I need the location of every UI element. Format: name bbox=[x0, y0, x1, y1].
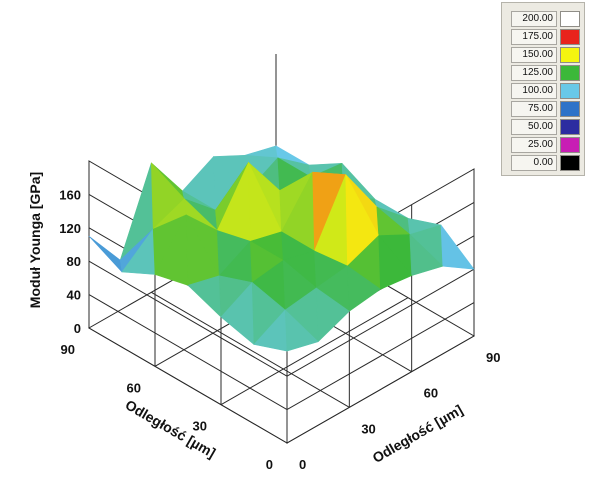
legend-value: 50.00 bbox=[511, 119, 557, 135]
grid-line bbox=[88, 294, 475, 411]
legend-value: 175.00 bbox=[511, 29, 557, 45]
z-tick-label: 160 bbox=[59, 187, 81, 202]
legend-entry: 0.00 bbox=[511, 155, 581, 171]
legend-entry: 75.00 bbox=[511, 101, 581, 117]
z-tick-label: 120 bbox=[59, 221, 81, 236]
surface-facet bbox=[347, 265, 381, 312]
legend-swatch bbox=[560, 101, 580, 117]
legend-swatch bbox=[560, 47, 580, 63]
legend-entry: 175.00 bbox=[511, 29, 581, 45]
legend-value: 100.00 bbox=[511, 83, 557, 99]
legend-entry: 50.00 bbox=[511, 119, 581, 135]
grid-line bbox=[88, 260, 475, 377]
grid-line bbox=[151, 291, 350, 408]
legend-entry: 100.00 bbox=[511, 83, 581, 99]
legend-value: 125.00 bbox=[511, 65, 557, 81]
legend-value: 75.00 bbox=[511, 101, 557, 117]
legend-swatch bbox=[560, 65, 580, 81]
surface-facet bbox=[284, 309, 319, 352]
surface-facet bbox=[440, 224, 475, 270]
z-tick-label: 40 bbox=[67, 288, 81, 303]
y-axis-label: Odległość [µm] bbox=[370, 401, 466, 466]
y-tick-label: 60 bbox=[424, 386, 438, 401]
z-tick-label: 80 bbox=[67, 254, 81, 269]
y-tick-label: 30 bbox=[361, 421, 375, 436]
x-tick-label: 30 bbox=[193, 419, 207, 434]
legend-swatch bbox=[560, 119, 580, 135]
legend-swatch bbox=[560, 155, 580, 171]
x-tick-label: 90 bbox=[61, 342, 75, 357]
surface-facet bbox=[315, 287, 350, 343]
legend-swatch bbox=[560, 29, 580, 45]
x-tick-label: 60 bbox=[127, 380, 141, 395]
legend-entry: 125.00 bbox=[511, 65, 581, 81]
x-tick-label: 0 bbox=[266, 457, 273, 472]
axis-ticks: 0 40 80 120 160 0 30 60 90 0 30 60 90 bbox=[59, 187, 500, 472]
y-tick-label: 90 bbox=[486, 350, 500, 365]
legend-value: 25.00 bbox=[511, 137, 557, 153]
legend-swatch bbox=[560, 11, 580, 27]
legend-value: 0.00 bbox=[511, 155, 557, 171]
grid-line bbox=[220, 297, 409, 406]
y-tick-label: 0 bbox=[299, 457, 306, 472]
color-legend: 200.00 175.00 150.00 125.00 100.00 75.00 50.00… bbox=[501, 2, 585, 176]
surface-facet bbox=[88, 235, 123, 273]
legend-swatch bbox=[560, 83, 580, 99]
z-axis-label: Moduł Younga [GPa] bbox=[27, 172, 43, 308]
legend-value: 200.00 bbox=[511, 11, 557, 27]
surface-facet bbox=[409, 234, 444, 276]
legend-entry: 25.00 bbox=[511, 137, 581, 153]
legend-entry: 200.00 bbox=[511, 11, 581, 27]
legend-value: 150.00 bbox=[511, 47, 557, 63]
surface-mesh bbox=[88, 145, 475, 352]
legend-entry: 150.00 bbox=[511, 47, 581, 63]
surface-facet bbox=[378, 235, 413, 290]
z-tick-label: 0 bbox=[74, 321, 81, 336]
legend-swatch bbox=[560, 137, 580, 153]
